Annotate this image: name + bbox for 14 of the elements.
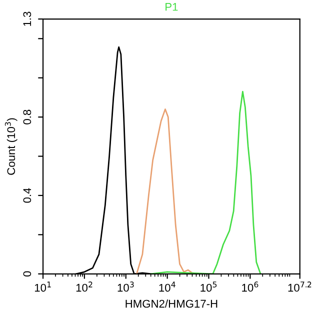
x-tick-label: 10$^{3}$ xyxy=(118,282,134,292)
y-axis-title: Count (10$^{3}$) xyxy=(4,118,18,175)
y-tick-label: 1.3 xyxy=(23,12,32,26)
x-tick-label: 10$^{1}$ xyxy=(34,282,51,292)
y-tick-label: 0 xyxy=(23,271,32,277)
x-tick-label: 10$^{7.2}$ xyxy=(288,282,312,292)
x-tick-label: 10$^{6}$ xyxy=(242,282,258,292)
x-tick-label: 10$^{5}$ xyxy=(200,282,217,292)
y-tick-label: 0.8 xyxy=(23,110,32,124)
y-tick-label: 0.4 xyxy=(23,188,32,203)
x-tick-label: 10$^{4}$ xyxy=(159,282,176,292)
x-axis-title: HMGN2/HMG17-H xyxy=(126,300,218,308)
chart-title: P1 xyxy=(166,3,178,11)
x-tick-label: 10$^{2}$ xyxy=(76,282,92,292)
